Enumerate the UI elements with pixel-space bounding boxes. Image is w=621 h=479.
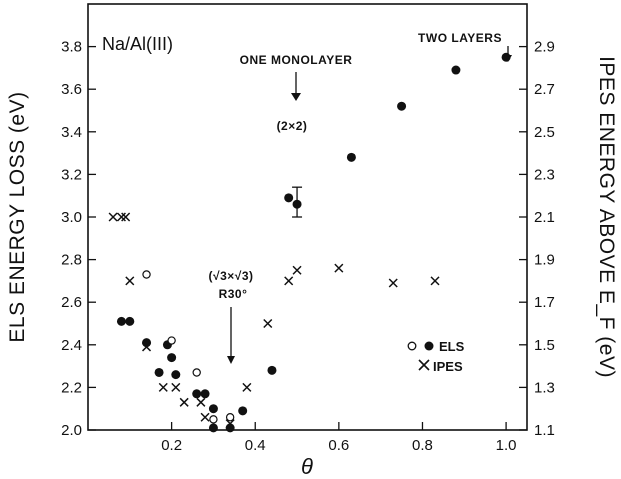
- els-filled-point: [171, 370, 181, 380]
- axis-ticks: 0.2 0.4 0.6 0.8 1.0 2.0 2.2 2.4 2.6 2.8 3.0 3.2 3.4 3…: [61, 39, 555, 454]
- y-tick-label: 3.0: [61, 209, 82, 226]
- chart-title: Na/Al(III): [102, 34, 173, 54]
- two-layers-arrowhead: [504, 55, 512, 62]
- x-axis-label: θ: [301, 454, 313, 479]
- legend-open-circle-marker: [407, 341, 417, 351]
- els-filled-point: [167, 353, 177, 363]
- els-filled-point: [238, 406, 248, 416]
- ipes-point: [200, 412, 210, 422]
- ipes-point: [171, 382, 181, 392]
- y-tick-label: 2.2: [61, 379, 82, 396]
- ipes-point: [116, 212, 126, 222]
- chart-marks: [108, 52, 511, 433]
- y-tick-label: 3.4: [61, 124, 82, 141]
- ipes-point: [430, 276, 440, 286]
- els-filled-point: [208, 423, 218, 433]
- y-right-tick-label: 1.5: [534, 337, 555, 354]
- ipes-point: [263, 318, 273, 329]
- y-right-tick-label: 1.1: [534, 422, 555, 439]
- x-tick-label: 0.4: [245, 437, 266, 454]
- x-tick-label: 0.6: [328, 437, 349, 454]
- ipes-point: [292, 265, 302, 275]
- y-axis-right-label: IPES ENERGY ABOVE E_F (eV): [595, 56, 618, 378]
- els-filled-point: [192, 389, 202, 399]
- ipes-point: [388, 278, 398, 288]
- els-filled-point: [284, 193, 294, 203]
- one-monolayer-label: ONE MONOLAYER: [240, 53, 353, 67]
- legend-els-label: ELS: [439, 339, 465, 354]
- els-filled-point: [200, 389, 210, 399]
- two-by-two-label: (2×2): [277, 119, 308, 133]
- legend-cross-marker: [418, 359, 430, 371]
- els-filled-point: [346, 152, 356, 162]
- els-open-point: [209, 415, 218, 424]
- y-tick-label: 3.6: [61, 81, 82, 98]
- y-tick-label: 2.4: [61, 337, 82, 354]
- ipes-point: [142, 342, 152, 352]
- els-filled-point: [292, 199, 302, 209]
- els-filled-point: [116, 316, 126, 326]
- y-right-tick-label: 2.5: [534, 124, 555, 141]
- ipes-point: [179, 397, 189, 407]
- ipes-point: [284, 276, 294, 286]
- one-monolayer-arrowhead: [291, 93, 301, 101]
- els-open-point: [167, 336, 176, 345]
- sqrt3-phase-label: (√3×√3): [208, 269, 253, 283]
- y-tick-label: 2.8: [61, 252, 82, 269]
- els-filled-point: [208, 404, 218, 414]
- y-right-tick-label: 2.7: [534, 81, 555, 98]
- y-tick-label: 3.2: [61, 166, 82, 183]
- ipes-point: [242, 382, 252, 392]
- r30-label: R30°: [219, 287, 248, 301]
- y-tick-label: 3.8: [61, 39, 82, 56]
- els-filled-point: [451, 65, 461, 75]
- y-tick-label: 2.6: [61, 294, 82, 311]
- y-right-tick-label: 2.1: [534, 209, 555, 226]
- sqrt3-arrowhead: [227, 356, 235, 364]
- els-filled-point: [267, 365, 277, 375]
- x-tick-label: 1.0: [496, 437, 517, 454]
- els-filled-point: [397, 101, 407, 111]
- els-open-point: [142, 270, 151, 279]
- ipes-point: [121, 212, 131, 222]
- ipes-point: [334, 263, 344, 273]
- els-open-point: [192, 368, 201, 377]
- x-tick-label: 0.8: [412, 437, 433, 454]
- els-filled-point: [125, 316, 135, 326]
- y-tick-label: 2.0: [61, 422, 82, 439]
- els-filled-point: [154, 367, 164, 377]
- y-right-tick-label: 2.9: [534, 39, 555, 56]
- y-right-tick-label: 1.7: [534, 294, 555, 311]
- legend-ipes-label: IPES: [433, 359, 463, 374]
- ipes-point: [108, 212, 118, 222]
- els-filled-point: [142, 338, 152, 348]
- ipes-point: [225, 419, 235, 429]
- ipes-point: [158, 382, 168, 392]
- x-tick-label: 0.2: [161, 437, 182, 454]
- els-open-point: [225, 413, 235, 422]
- y-right-tick-label: 1.3: [534, 379, 555, 396]
- legend: ELS IPES: [407, 339, 465, 374]
- els-filled-point: [225, 423, 235, 433]
- ipes-point: [125, 276, 135, 286]
- y-axis-label: ELS ENERGY LOSS (eV): [6, 91, 29, 342]
- y-right-tick-label: 2.3: [534, 166, 555, 183]
- y-right-tick-label: 1.9: [534, 252, 555, 269]
- two-layers-label: TWO LAYERS: [418, 31, 502, 45]
- legend-filled-circle-marker: [424, 341, 434, 351]
- ipes-point: [196, 397, 206, 407]
